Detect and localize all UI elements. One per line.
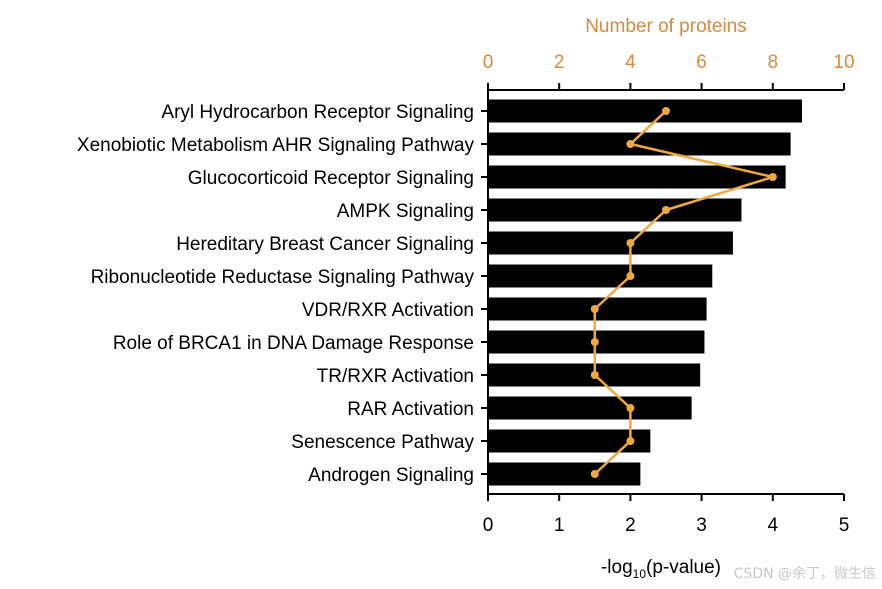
bar-series [488, 99, 802, 486]
top-axis-number-of-proteins: 0 2 4 6 8 10 [483, 52, 855, 91]
bottom-axis-tick-label: 2 [625, 515, 636, 536]
protein-count-point [662, 107, 670, 115]
bar [488, 99, 802, 123]
category-label: Glucocorticoid Receptor Signaling [188, 168, 474, 189]
top-axis-tick-label: 0 [483, 52, 494, 73]
protein-count-point [590, 338, 599, 346]
bottom-axis-tick-label: 3 [696, 515, 707, 536]
top-axis-tick-label: 4 [625, 52, 636, 73]
protein-count-point [768, 173, 777, 181]
y-axis-pathways: Aryl Hydrocarbon Receptor Signaling Xenob… [77, 90, 489, 494]
protein-count-point [662, 206, 670, 214]
category-label: Role of BRCA1 in DNA Damage Response [113, 333, 474, 354]
bar [488, 264, 713, 288]
category-label: Aryl Hydrocarbon Receptor Signaling [161, 102, 474, 123]
top-axis-title: Number of proteins [585, 16, 747, 37]
bar [488, 462, 641, 486]
top-axis-tick-label: 6 [696, 52, 707, 73]
protein-count-point [590, 305, 599, 313]
protein-count-point [626, 437, 635, 445]
category-label: Senescence Pathway [291, 432, 474, 453]
protein-count-point [590, 371, 599, 379]
bar [488, 132, 791, 156]
protein-count-point [626, 239, 635, 247]
bottom-axis-tick-label: 4 [768, 515, 779, 536]
category-label: TR/RXR Activation [317, 366, 474, 387]
bottom-axis-title: -log10(p-value) [601, 557, 721, 581]
category-label: Ribonucleotide Reductase Signaling Pathw… [91, 267, 475, 288]
protein-count-point [626, 140, 635, 148]
category-label: RAR Activation [347, 399, 474, 420]
watermark: CSDN @余丁，微生信 [733, 566, 876, 582]
category-label: AMPK Signaling [337, 201, 474, 222]
protein-count-point [590, 470, 599, 478]
protein-count-point [626, 404, 635, 412]
bar [488, 396, 692, 420]
bottom-axis-tick-label: 1 [554, 515, 565, 536]
protein-count-line [593, 110, 775, 475]
top-axis-tick-label: 2 [554, 52, 565, 73]
category-label: Xenobiotic Metabolism AHR Signaling Path… [77, 135, 475, 156]
bar [488, 231, 733, 255]
bar [488, 429, 651, 453]
category-label: VDR/RXR Activation [302, 300, 474, 321]
bar [488, 198, 742, 222]
protein-count-point [626, 272, 635, 280]
bottom-axis-tick-label: 5 [839, 515, 850, 536]
top-axis-tick-label: 8 [768, 52, 779, 73]
bar [488, 165, 786, 189]
category-label: Hereditary Breast Cancer Signaling [176, 234, 474, 255]
category-label: Androgen Signaling [308, 465, 474, 486]
bottom-axis-tick-label: 0 [483, 515, 494, 536]
protein-count-series [590, 107, 777, 478]
top-axis-tick-label: 10 [833, 52, 854, 73]
bottom-axis-log-p-value: 0 1 2 3 4 5 [483, 493, 850, 536]
